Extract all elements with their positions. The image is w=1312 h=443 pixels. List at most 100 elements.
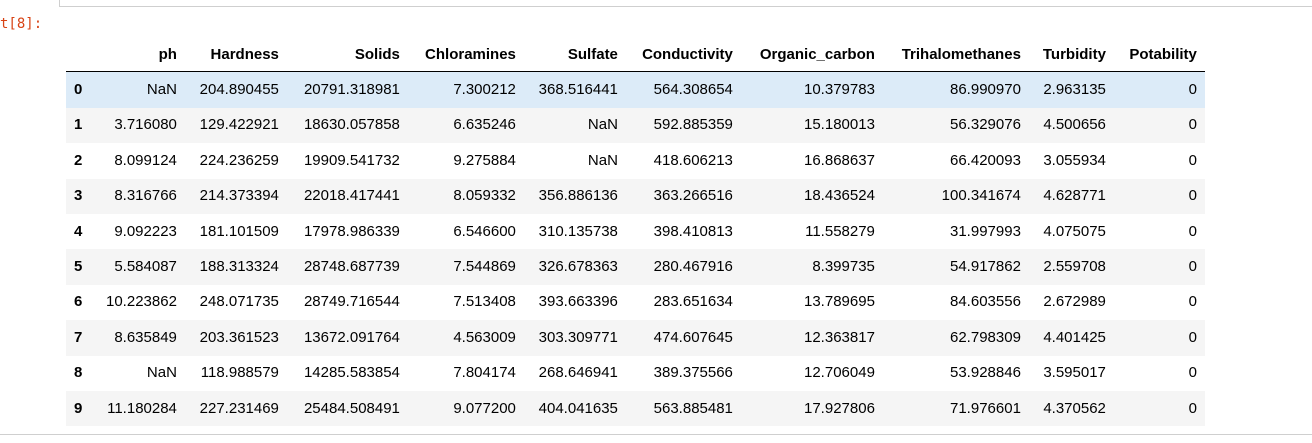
table-cell: 11.180284: [107, 399, 177, 417]
header-row: ph Hardness Solids Chloramines Sulfate C…: [66, 30, 1205, 73]
table-cell: 17.927806: [804, 399, 875, 417]
row-index: 9: [74, 399, 83, 417]
row-index: 1: [74, 116, 83, 134]
table-cell: 8.099124: [114, 151, 177, 169]
table-cell: 10.379783: [804, 81, 875, 99]
table-cell: 214.373394: [199, 187, 279, 205]
table-cell: 418.606213: [653, 151, 733, 169]
table-cell: 280.467916: [653, 258, 733, 276]
column-header: Potability: [1113, 30, 1205, 73]
table-row: 4 9.092223 181.101509 17978.986339 6.546600 3…: [66, 213, 1205, 250]
table-row: 3 8.316766 214.373394 22018.417441 8.059332 3…: [66, 178, 1205, 214]
table-cell: 7.804174: [453, 364, 516, 382]
table-cell: 474.607645: [653, 328, 733, 346]
table-cell: 0: [1188, 258, 1197, 276]
table-cell: 118.988579: [200, 364, 279, 382]
row-index: 0: [74, 81, 83, 99]
column-header: Conductivity: [625, 30, 741, 73]
table-cell: NaN: [146, 81, 177, 99]
table-cell: 66.420093: [950, 151, 1021, 169]
table-cell: 71.976601: [950, 399, 1021, 417]
table-cell: NaN: [587, 116, 618, 134]
column-header: ph: [98, 30, 185, 73]
table-cell: 0: [1188, 399, 1197, 417]
table-cell: 0: [1188, 187, 1197, 205]
row-index: 6: [74, 293, 83, 311]
row-index: 3: [74, 187, 83, 205]
table-cell: 398.410813: [653, 222, 733, 240]
row-index: 8: [74, 364, 83, 382]
table-row: 5 5.584087 188.313324 28748.687739 7.544869 3…: [66, 249, 1205, 285]
table-cell: 13672.091764: [303, 328, 400, 346]
table-cell: 100.341674: [941, 187, 1021, 205]
table-cell: 3.055934: [1043, 151, 1106, 169]
table-cell: 11.558279: [805, 222, 875, 240]
column-header: Trihalomethanes: [882, 30, 1029, 73]
table-cell: 404.041635: [538, 399, 618, 417]
table-cell: 12.706049: [804, 364, 875, 382]
table-cell: 9.092223: [114, 222, 177, 240]
table-cell: 12.363817: [804, 328, 875, 346]
table-cell: 0: [1188, 116, 1197, 134]
column-header: Chloramines: [407, 30, 524, 73]
table-row: 6 10.223862 248.071735 28749.716544 7.513408…: [66, 284, 1205, 321]
column-header: Sulfate: [523, 30, 626, 73]
table-cell: 4.075075: [1043, 222, 1106, 240]
table-cell: 356.886136: [538, 187, 618, 205]
table-cell: 86.990970: [950, 81, 1021, 99]
table-cell: 2.672989: [1043, 293, 1106, 311]
table-row: 1 3.716080 129.422921 18630.057858 6.635246 N…: [66, 107, 1205, 144]
table-cell: 0: [1188, 222, 1197, 240]
table-row: 9 11.180284 227.231469 25484.508491 9.077200…: [66, 390, 1205, 427]
table-cell: 14285.583854: [303, 364, 400, 382]
table-cell: 10.223862: [106, 293, 177, 311]
table-cell: NaN: [587, 151, 618, 169]
column-header: Hardness: [184, 30, 287, 73]
table-cell: 31.997993: [950, 222, 1021, 240]
table-cell: 129.422921: [199, 116, 279, 134]
table-cell: 5.584087: [114, 258, 177, 276]
table-cell: 22018.417441: [303, 187, 400, 205]
table-cell: 8.316766: [114, 187, 177, 205]
table-cell: 18.436524: [804, 187, 875, 205]
table-row: 8 NaN 118.988579 14285.583854 7.804174 268.64…: [66, 355, 1205, 391]
table-cell: 563.885481: [653, 399, 733, 417]
table-cell: 204.890455: [199, 81, 279, 99]
row-index: 2: [74, 151, 83, 169]
table-cell: 181.101509: [199, 222, 279, 240]
table-cell: 84.603556: [950, 293, 1021, 311]
table-cell: 368.516441: [538, 81, 618, 99]
table-cell: 0: [1188, 151, 1197, 169]
table-cell: 28748.687739: [303, 258, 400, 276]
cell-output: ph Hardness Solids Chloramines Sulfate C…: [66, 30, 1205, 427]
table-cell: 9.275884: [453, 151, 516, 169]
table-cell: 303.309771: [538, 328, 618, 346]
table-cell: 389.375566: [653, 364, 733, 382]
table-cell: 8.399735: [812, 258, 875, 276]
table-cell: 326.678363: [538, 258, 618, 276]
table-cell: 248.071735: [199, 293, 279, 311]
table-cell: 3.716080: [114, 116, 177, 134]
row-index: 7: [74, 328, 83, 346]
table-cell: 224.236259: [199, 151, 279, 169]
row-index: 4: [74, 222, 83, 240]
table-cell: 28749.716544: [303, 293, 400, 311]
table-cell: 18630.057858: [303, 116, 400, 134]
table-cell: 4.563009: [453, 328, 516, 346]
table-cell: 0: [1188, 293, 1197, 311]
table-cell: 310.135738: [538, 222, 618, 240]
table-cell: 0: [1188, 328, 1197, 346]
column-header: Organic_carbon: [740, 30, 883, 73]
table-cell: 0: [1188, 81, 1197, 99]
table-row: 7 8.635849 203.361523 13672.091764 4.563009 3…: [66, 320, 1205, 356]
table-cell: 6.635246: [453, 116, 516, 134]
table-cell: 4.401425: [1043, 328, 1106, 346]
table-row: 0 NaN 204.890455 20791.318981 7.300212 368.51…: [66, 71, 1205, 108]
table-cell: 3.595017: [1043, 364, 1106, 382]
table-cell: 268.646941: [538, 364, 618, 382]
table-cell: 25484.508491: [303, 399, 400, 417]
table-cell: 4.500656: [1043, 116, 1106, 134]
table-cell: 17978.986339: [303, 222, 400, 240]
table-cell: 4.370562: [1043, 399, 1106, 417]
row-index: 5: [74, 258, 83, 276]
